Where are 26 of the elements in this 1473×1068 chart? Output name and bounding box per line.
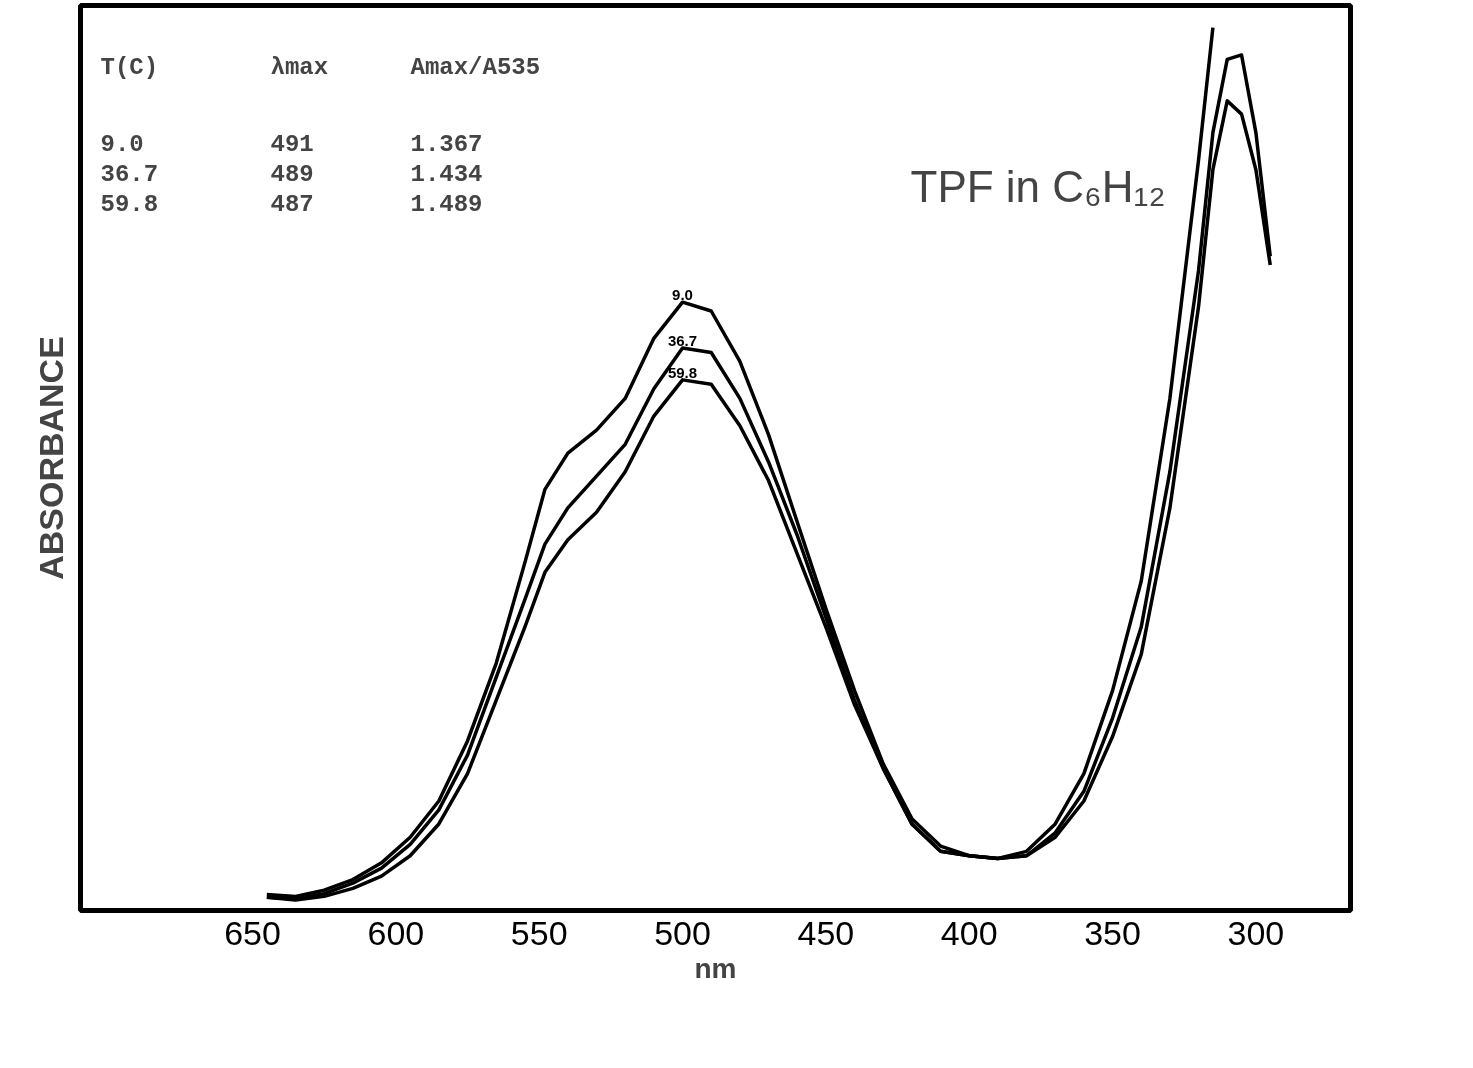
series-label: 36.7 xyxy=(667,332,698,350)
annotation: 491 xyxy=(270,130,314,158)
series-label: 59.8 xyxy=(667,363,698,381)
annotation: T(C) xyxy=(100,53,159,81)
annotation: 1.434 xyxy=(410,160,483,188)
x-axis-title: nm xyxy=(694,952,737,984)
x-tick-label: 650 xyxy=(224,913,281,952)
x-tick-label: 600 xyxy=(367,913,425,952)
x-tick-label: 300 xyxy=(1227,913,1285,952)
x-tick-label: 550 xyxy=(510,913,568,952)
text: TPF in C₆H₁₂ xyxy=(910,161,1166,211)
x-tick-label: 450 xyxy=(797,913,855,952)
y-axis-title: ABSORBANCE xyxy=(31,336,70,580)
annotation: 487 xyxy=(270,190,314,218)
annotation: 1.489 xyxy=(410,190,483,218)
x-tick-label: 400 xyxy=(940,913,998,952)
annotation: λmax xyxy=(270,53,329,81)
x-tick-label: 350 xyxy=(1084,913,1141,952)
annotation: 1.367 xyxy=(410,130,483,158)
annotation: 59.8 xyxy=(100,190,159,218)
annotation: Amax/A535 xyxy=(410,53,541,81)
annotation: 489 xyxy=(270,160,314,188)
annotation: 9.0 xyxy=(100,130,144,158)
x-tick-label: 500 xyxy=(654,913,711,952)
annotation: 36.7 xyxy=(100,160,159,188)
series-label: 9.0 xyxy=(672,286,693,304)
